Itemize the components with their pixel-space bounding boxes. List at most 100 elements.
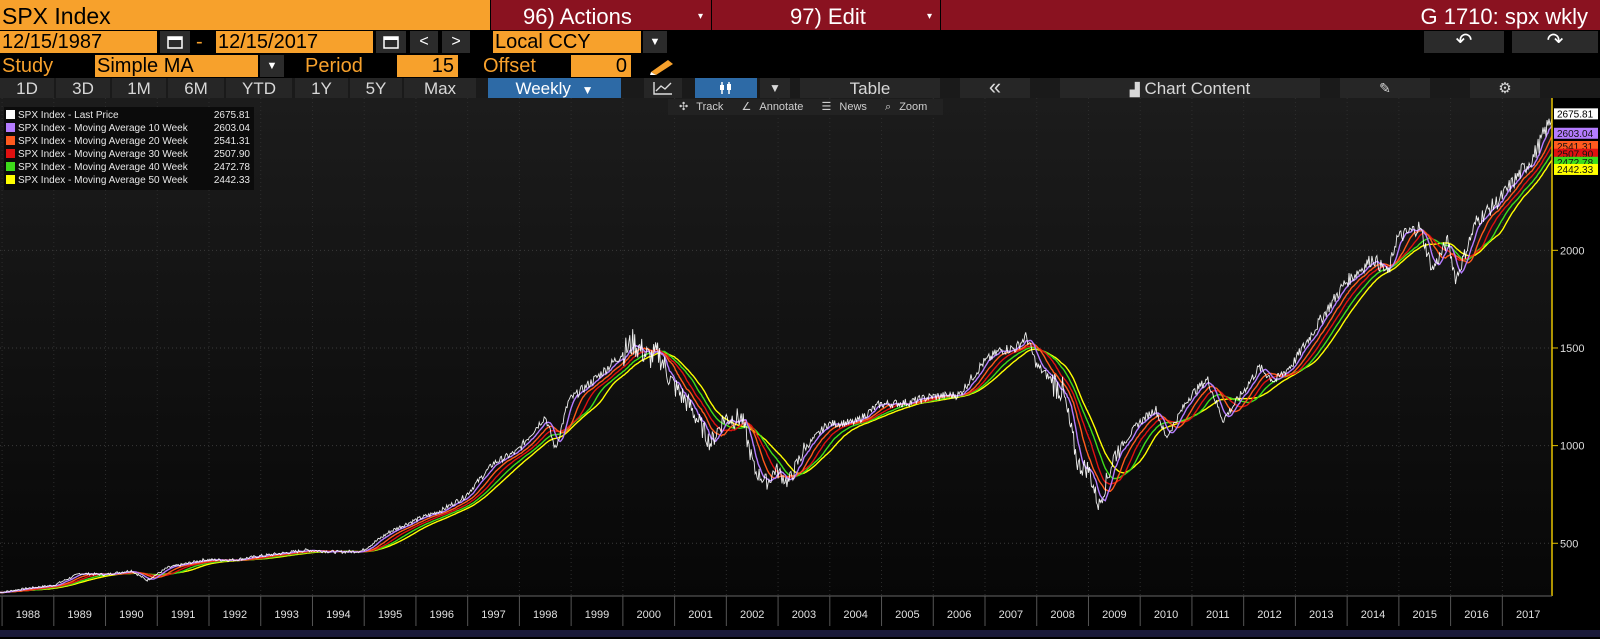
legend-entry[interactable]: SPX Index - Moving Average 30 Week 2507.9…	[6, 148, 254, 161]
legend-entry[interactable]: SPX Index - Last Price 2675.81	[6, 109, 254, 122]
legend-swatch	[6, 110, 15, 119]
x-tick-label: 2006	[947, 609, 971, 621]
study-label: Study	[2, 55, 54, 77]
period-button-ytd[interactable]: YTD	[226, 78, 292, 98]
candle-chart-icon[interactable]	[695, 78, 757, 98]
x-tick-label: 2011	[1206, 609, 1230, 621]
last-value-tag-label: 2472.78	[1557, 158, 1594, 169]
bottom-strip	[0, 630, 1600, 637]
legend-value: 2507.90	[213, 149, 250, 160]
undo-icon[interactable]: ↶	[1424, 31, 1504, 53]
page-title: G 1710: spx wkly	[1420, 4, 1588, 29]
frequency-select[interactable]: Weekly ▼	[488, 78, 621, 98]
x-tick-label: 1988	[16, 609, 40, 621]
x-tick-label: 1989	[67, 609, 91, 621]
period-button-6m[interactable]: 6M	[168, 78, 224, 98]
legend-swatch	[6, 136, 15, 145]
collapse-button[interactable]: «	[960, 76, 1030, 98]
annotate-tool[interactable]: ∠ Annotate	[741, 101, 804, 113]
edit-menu[interactable]: 97) Edit ▾	[712, 0, 940, 30]
study-bar: Study Simple MA ▼ Period 15 Offset 0	[0, 55, 1600, 77]
legend-entry[interactable]: SPX Index - Moving Average 50 Week 2442.3…	[6, 174, 254, 187]
chart-toolbar: 1D 3D 1M 6M YTD 1Y 5Y Max Weekly ▼ ▼ Table « ▟ …	[0, 76, 1600, 98]
x-tick-label: 1998	[533, 609, 557, 621]
x-tick-label: 2001	[688, 609, 712, 621]
currency-dropdown-icon[interactable]: ▼	[643, 31, 667, 53]
grid-lines	[0, 98, 1552, 596]
end-calendar-icon[interactable]	[376, 31, 406, 53]
chart-content-button[interactable]: ▟ Chart Content	[1060, 78, 1320, 98]
study-select[interactable]: Simple MA	[95, 55, 258, 77]
legend-value: 2472.78	[213, 162, 250, 173]
offset-field[interactable]: 0	[571, 55, 631, 77]
actions-label: 96) Actions	[523, 4, 632, 29]
pencil-icon[interactable]	[648, 57, 676, 80]
settings-gear-icon[interactable]: ⚙	[1470, 78, 1540, 98]
x-axis: 1988 1989 1990 1991 1992 1993 1994 1995 1996 1997…	[1, 596, 1540, 626]
x-tick-label: 2013	[1309, 609, 1333, 621]
legend-swatch	[6, 123, 15, 132]
legend-name: SPX Index - Moving Average 20 Week	[18, 136, 188, 147]
last-value-tag	[1554, 156, 1598, 168]
track-tool[interactable]: ✣ Track	[679, 101, 724, 113]
y-axis: 500 1000 1500 2000	[1552, 245, 1584, 550]
table-button[interactable]: Table	[800, 78, 940, 98]
chart-content-label: Chart Content	[1144, 79, 1251, 98]
x-tick-label: 2010	[1154, 609, 1178, 621]
period-button-max[interactable]: Max	[404, 78, 476, 98]
y-tick-label: 1000	[1560, 441, 1584, 453]
news-tool[interactable]: ☰ News	[821, 101, 867, 113]
legend-value: 2603.04	[213, 123, 250, 134]
actions-menu[interactable]: 96) Actions ▾	[491, 0, 711, 30]
prev-period-button[interactable]: <	[410, 31, 438, 53]
line-chart-icon[interactable]	[644, 78, 682, 98]
x-tick-label: 2003	[792, 609, 816, 621]
legend-name: SPX Index - Last Price	[18, 110, 119, 121]
period-button-5y[interactable]: 5Y	[350, 78, 402, 98]
edit-label: 97) Edit	[790, 4, 866, 29]
legend-name: SPX Index - Moving Average 30 Week	[18, 149, 188, 160]
legend-value: 2675.81	[213, 110, 250, 121]
period-button-1m[interactable]: 1M	[112, 78, 166, 98]
security-title[interactable]: SPX Index	[0, 0, 490, 30]
x-tick-label: 2005	[895, 609, 919, 621]
chart-tools: ✣ Track ∠ Annotate ☰ News ⌕ Zoom	[668, 99, 944, 115]
period-field[interactable]: 15	[397, 55, 458, 77]
x-tick-label: 1993	[274, 609, 298, 621]
legend-entry[interactable]: SPX Index - Moving Average 20 Week 2541.3…	[6, 135, 254, 148]
last-value-tag-label: 2507.90	[1557, 150, 1594, 161]
x-tick-label: 1997	[481, 609, 505, 621]
period-button-1d[interactable]: 1D	[0, 78, 54, 98]
chart-type-dropdown-icon[interactable]: ▼	[760, 78, 790, 98]
start-calendar-icon[interactable]	[160, 31, 190, 53]
y-tick-label: 1500	[1560, 343, 1584, 355]
period-button-3d[interactable]: 3D	[56, 78, 110, 98]
edit-chart-icon[interactable]: ✎	[1340, 78, 1430, 98]
legend-entry[interactable]: SPX Index - Moving Average 40 Week 2472.7…	[6, 161, 254, 174]
end-date-field[interactable]: 12/15/2017	[216, 31, 373, 53]
period-button-1y[interactable]: 1Y	[295, 78, 348, 98]
redo-icon[interactable]: ↷	[1512, 31, 1598, 53]
period-label: Period	[305, 55, 363, 77]
currency-select[interactable]: Local CCY	[493, 31, 641, 53]
next-period-button[interactable]: >	[442, 31, 470, 53]
last-value-tag	[1554, 127, 1598, 139]
last-value-tag	[1554, 163, 1598, 175]
x-tick-label: 2008	[1050, 609, 1074, 621]
last-value-tag	[1554, 148, 1598, 160]
frequency-label: Weekly	[515, 79, 571, 98]
start-date-field[interactable]: 12/15/1987	[0, 31, 157, 53]
study-dropdown-icon[interactable]: ▼	[260, 55, 284, 77]
title-bar: SPX Index 96) Actions ▾ 97) Edit ▾ G 171…	[0, 0, 1600, 30]
x-tick-label: 2000	[636, 609, 660, 621]
annotate-label: Annotate	[759, 101, 804, 113]
dropdown-arrow-icon: ▾	[697, 11, 703, 22]
legend-entry[interactable]: SPX Index - Moving Average 10 Week 2603.0…	[6, 122, 254, 135]
legend-name: SPX Index - Moving Average 40 Week	[18, 162, 188, 173]
x-tick-label: 2017	[1516, 609, 1540, 621]
legend-swatch	[6, 175, 15, 184]
date-separator: -	[196, 31, 203, 53]
series-layer	[0, 118, 1553, 594]
zoom-tool[interactable]: ⌕ Zoom	[884, 101, 928, 113]
